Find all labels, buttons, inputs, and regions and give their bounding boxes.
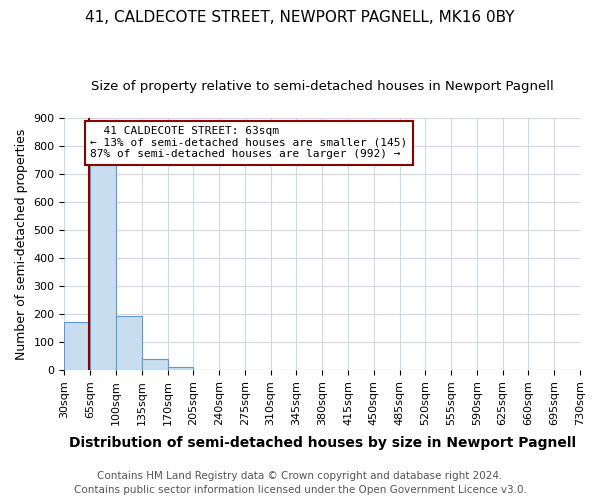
Title: Size of property relative to semi-detached houses in Newport Pagnell: Size of property relative to semi-detach… [91,80,554,93]
Text: Contains HM Land Registry data © Crown copyright and database right 2024.
Contai: Contains HM Land Registry data © Crown c… [74,471,526,495]
Y-axis label: Number of semi-detached properties: Number of semi-detached properties [15,128,28,360]
Bar [64,322,90,370]
Bar [116,316,142,370]
X-axis label: Distribution of semi-detached houses by size in Newport Pagnell: Distribution of semi-detached houses by … [68,436,576,450]
Bar [167,368,193,370]
Text: 41 CALDECOTE STREET: 63sqm
← 13% of semi-detached houses are smaller (145)
87% o: 41 CALDECOTE STREET: 63sqm ← 13% of semi… [90,126,407,160]
Bar [90,162,116,370]
Bar [142,359,167,370]
Text: 41, CALDECOTE STREET, NEWPORT PAGNELL, MK16 0BY: 41, CALDECOTE STREET, NEWPORT PAGNELL, M… [85,10,515,25]
